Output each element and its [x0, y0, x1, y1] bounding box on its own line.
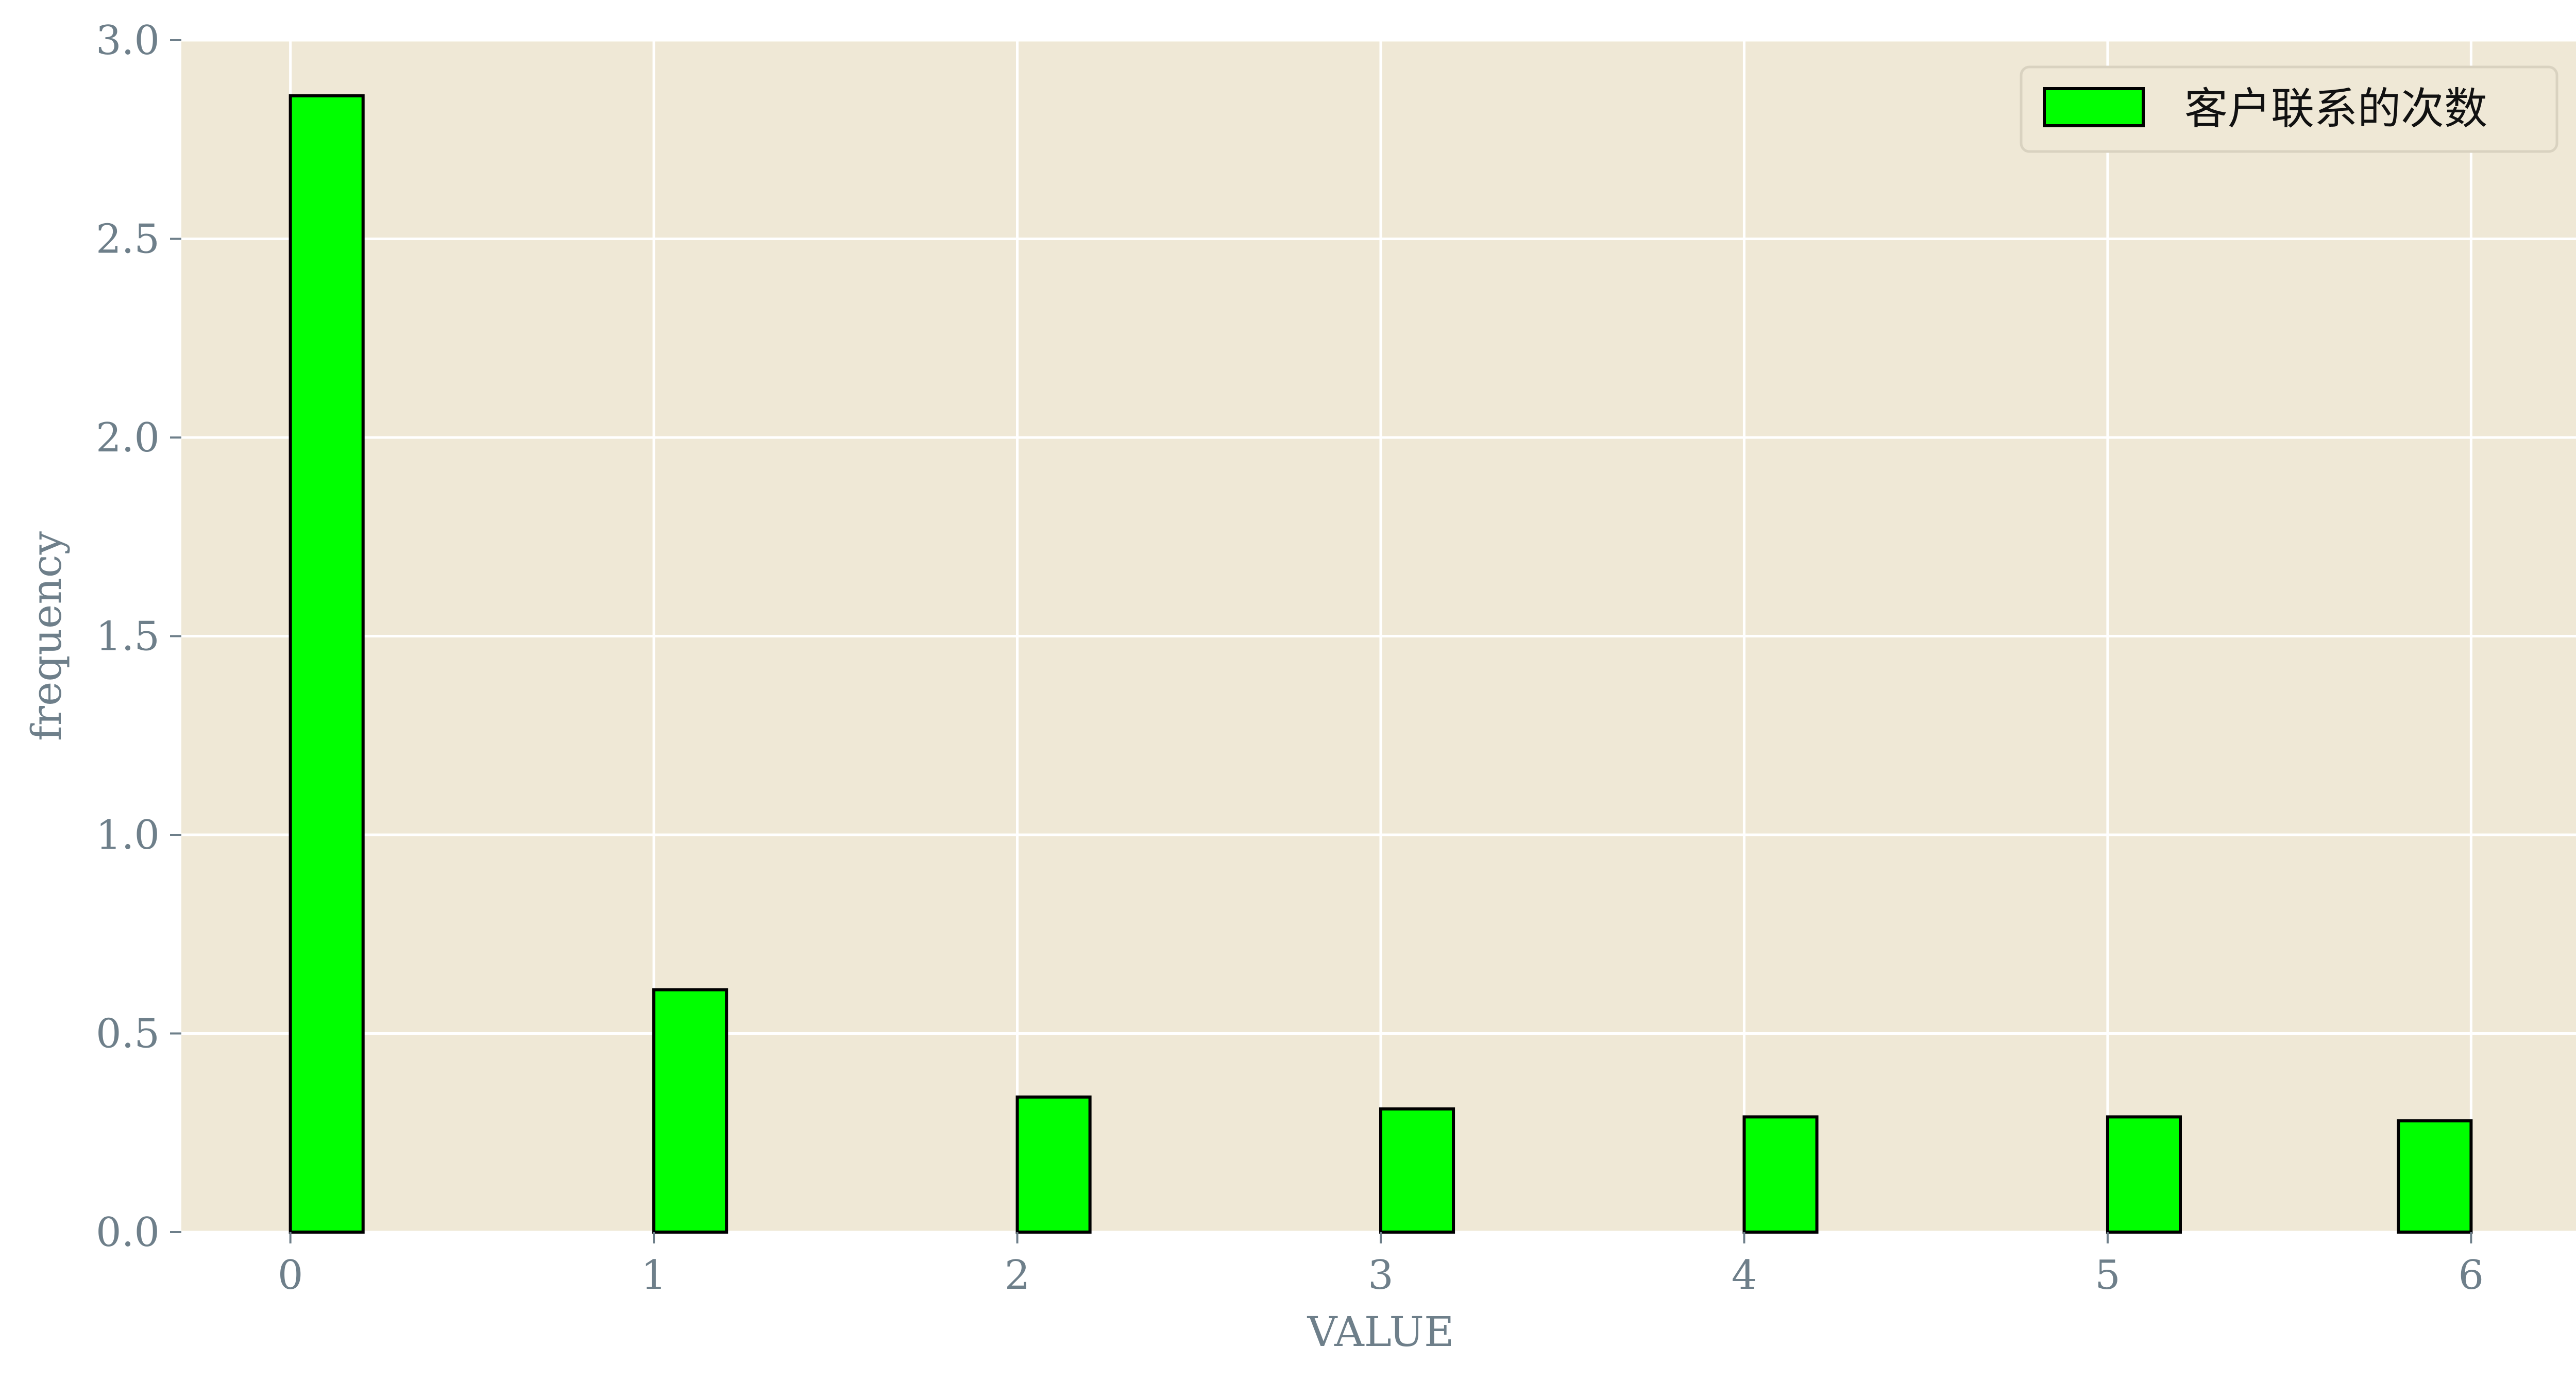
legend-box [2020, 65, 2558, 153]
bar-4 [1742, 1115, 1819, 1234]
x-tick-label: 2 [1005, 1252, 1030, 1299]
bar-0 [289, 94, 365, 1234]
y-tick-label: 2.5 [96, 216, 160, 263]
axis-ticks: 0.0 0.5 1.0 1.5 2.0 2.5 3.0 0 1 2 3 4 5 6 [96, 18, 2484, 1299]
bar-2 [1015, 1095, 1092, 1234]
x-tick-label: 0 [278, 1252, 303, 1299]
x-tick-label: 1 [641, 1252, 667, 1299]
x-tick-label: 5 [2095, 1252, 2121, 1299]
bar-5 [2106, 1115, 2182, 1234]
y-tick-label: 1.5 [96, 614, 160, 660]
legend-swatch [2043, 87, 2145, 127]
y-tick-label: 2.0 [96, 415, 160, 461]
x-axis-label: VALUE [1307, 1308, 1454, 1356]
y-tick-label: 0.5 [96, 1011, 160, 1057]
x-tick-label: 3 [1368, 1252, 1394, 1299]
x-tick-label: 6 [2459, 1252, 2484, 1299]
x-tick-label: 4 [1732, 1252, 1757, 1299]
bars [289, 94, 2473, 1234]
legend: 客户联系的次数 [2020, 65, 2558, 153]
y-tick-label: 1.0 [96, 812, 160, 859]
bar-6 [2397, 1119, 2473, 1234]
bar-1 [652, 988, 728, 1234]
legend-label: 客户联系的次数 [2184, 83, 2487, 134]
y-axis-label: frequency [23, 531, 71, 741]
y-tick-label: 3.0 [96, 18, 160, 64]
bar-3 [1379, 1107, 1455, 1234]
y-tick-label: 0.0 [96, 1209, 160, 1256]
